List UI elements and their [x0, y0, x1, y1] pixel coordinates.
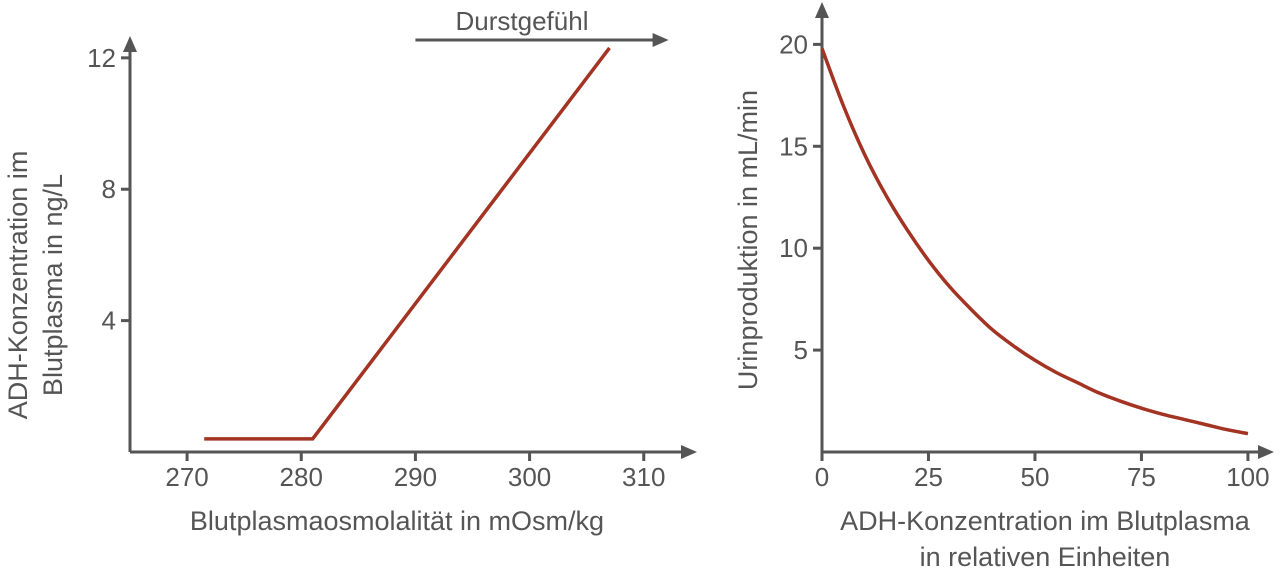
left-y-axis-title-line2: Blutplasma in ng/L — [38, 174, 68, 396]
right-y-tick-label: 15 — [779, 131, 808, 161]
right-y-tick-label: 10 — [779, 233, 808, 263]
left-x-axis-title: Blutplasmaosmolalität in mOsm/kg — [190, 506, 604, 536]
right-x-axis-arrowhead — [1258, 445, 1274, 459]
left-y-axis-title-line1: ADH-Konzentration im — [3, 151, 33, 420]
right-y-tick-label: 5 — [794, 335, 808, 365]
left-chart: 270 280 290 300 310 4 8 12 Durstgefühl Blutpla… — [3, 6, 697, 536]
left-x-tick-label: 270 — [165, 462, 208, 492]
right-x-axis-title-line1: ADH-Konzentration im Blutplasma — [840, 506, 1251, 536]
left-x-tick-label: 300 — [508, 462, 551, 492]
right-x-tick-label: 100 — [1226, 462, 1269, 492]
left-y-tick-label: 8 — [102, 174, 116, 204]
right-y-axis-title: Urinproduktion in mL/min — [733, 90, 763, 390]
right-x-tick-label: 25 — [914, 462, 943, 492]
right-x-ticks: 0 25 50 75 100 — [815, 452, 1270, 492]
right-y-axis-arrowhead — [815, 2, 829, 18]
right-x-tick-label: 50 — [1021, 462, 1050, 492]
left-y-tick-label: 4 — [102, 306, 116, 336]
right-chart: 0 25 50 75 100 5 10 15 20 ADH-Konzentration im … — [733, 2, 1274, 572]
left-y-axis-arrowhead — [123, 36, 137, 52]
right-y-ticks: 5 10 15 20 — [779, 29, 822, 365]
right-x-tick-label: 75 — [1127, 462, 1156, 492]
left-x-tick-label: 310 — [622, 462, 665, 492]
left-y-ticks: 4 8 12 — [87, 43, 130, 336]
right-series-line — [820, 47, 1249, 436]
left-x-tick-label: 280 — [280, 462, 323, 492]
right-x-axis-title-line2: in relativen Einheiten — [920, 542, 1171, 572]
right-y-tick-label: 20 — [779, 29, 808, 59]
left-series-line — [204, 46, 611, 441]
durstgefuehl-arrowhead — [652, 33, 669, 47]
durstgefuehl-label: Durstgefühl — [456, 6, 589, 36]
right-x-tick-label: 0 — [815, 462, 829, 492]
left-x-tick-label: 290 — [394, 462, 437, 492]
left-x-ticks: 270 280 290 300 310 — [165, 452, 665, 492]
left-x-axis-arrowhead — [681, 445, 697, 459]
left-y-tick-label: 12 — [87, 43, 116, 73]
